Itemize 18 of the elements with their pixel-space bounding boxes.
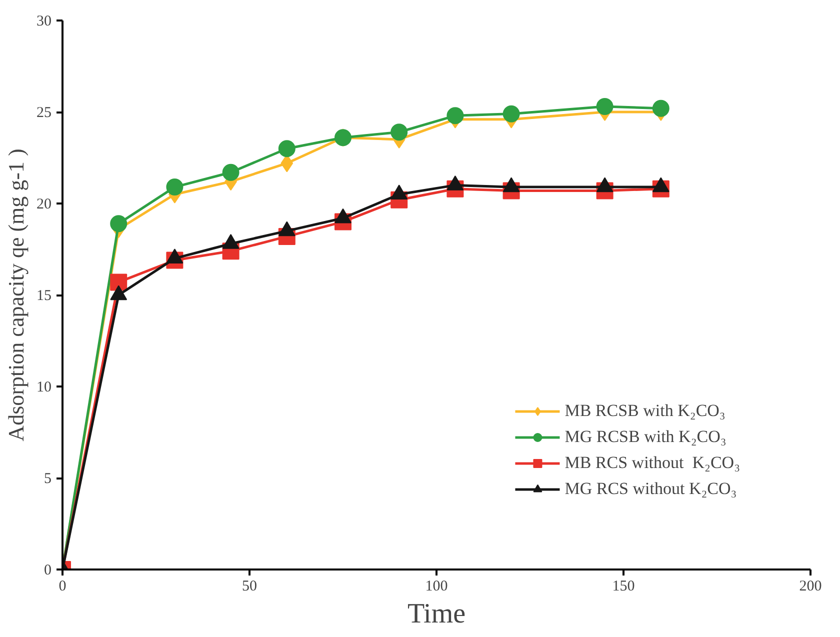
y-axis-title: Adsorption capacity qe (mg g-1 ): [4, 148, 28, 442]
y-tick-label: 20: [36, 196, 52, 212]
x-tick-label: 150: [612, 578, 635, 594]
x-tick-label: 200: [799, 578, 822, 594]
y-tick-label: 15: [36, 288, 52, 304]
y-tick-label: 0: [44, 562, 52, 578]
x-tick-label: 50: [242, 578, 257, 594]
legend-label: MB RCSB with K₂CO₃: [564, 401, 726, 421]
legend-label: MB RCS without K₂CO₃: [564, 453, 740, 473]
y-tick-label: 30: [36, 14, 52, 30]
legend-label: MG RCSB with K₂CO₃: [564, 427, 726, 447]
x-tick-label: 0: [58, 578, 66, 594]
x-tick-label: 100: [425, 578, 448, 594]
x-axis-title: Time: [407, 598, 466, 630]
y-tick-label: 5: [44, 471, 52, 487]
y-tick-label: 10: [36, 380, 52, 396]
y-tick-label: 25: [36, 105, 52, 121]
legend-label: MG RCS without K₂CO₃: [564, 479, 737, 499]
